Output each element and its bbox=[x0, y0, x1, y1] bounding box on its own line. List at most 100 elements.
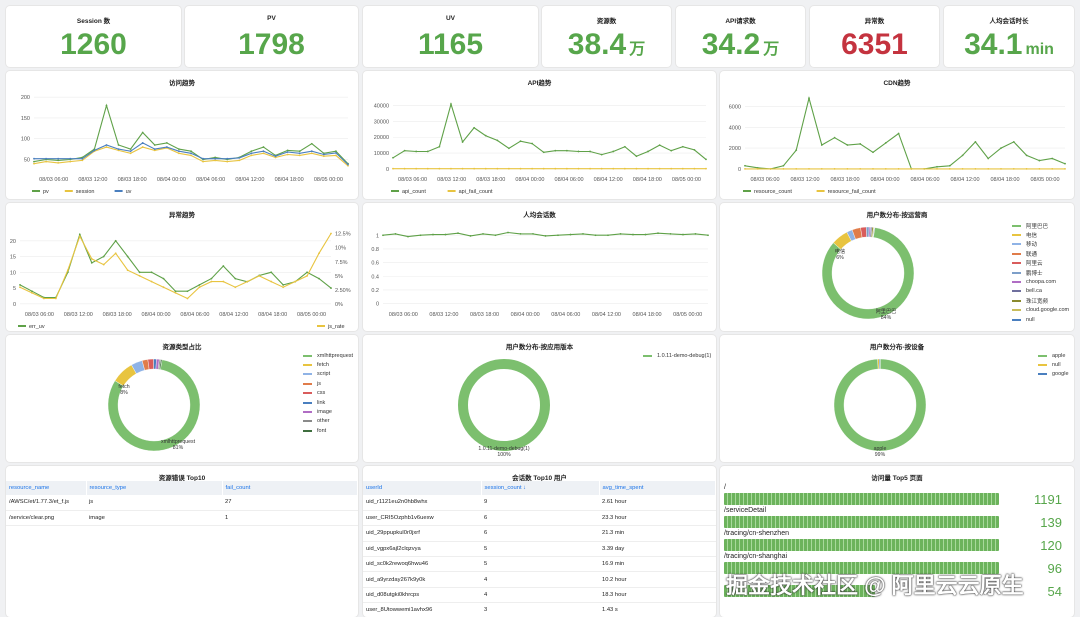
data-point bbox=[1012, 140, 1015, 143]
x-tick-label: 08/05 00:00 bbox=[1030, 177, 1059, 183]
legend-item[interactable]: 联通 bbox=[1012, 249, 1069, 258]
data-point bbox=[657, 232, 659, 235]
legend-item[interactable]: 移动 bbox=[1012, 240, 1069, 249]
data-point bbox=[150, 271, 153, 274]
table-row[interactable]: /service/clear.png image 1 bbox=[6, 510, 358, 527]
legend-label: resource_fail_count bbox=[828, 189, 876, 195]
y-tick-label: 0.2 bbox=[371, 288, 379, 294]
legend-item[interactable]: 阿里云 bbox=[1012, 259, 1069, 268]
data-point bbox=[282, 284, 285, 286]
legend-swatch bbox=[1012, 234, 1021, 237]
x-tick-label: 08/04 06:00 bbox=[910, 177, 939, 183]
stat-value: 1798 bbox=[238, 28, 305, 61]
x-tick-label: 08/04 18:00 bbox=[258, 312, 287, 318]
data-point bbox=[670, 167, 673, 170]
data-point bbox=[461, 141, 464, 143]
column-header[interactable]: session_count ↓ bbox=[481, 481, 600, 495]
data-point bbox=[473, 167, 476, 170]
legend-item[interactable]: fetch bbox=[303, 360, 353, 369]
stat-value: 34.1 min bbox=[964, 28, 1054, 61]
legend-item[interactable]: js bbox=[303, 379, 353, 388]
data-point bbox=[298, 154, 301, 157]
data-point bbox=[141, 141, 144, 144]
legend-label: bell.ca bbox=[1026, 288, 1042, 295]
legend-label: null bbox=[1052, 362, 1061, 369]
legend-label: cloud.google.com bbox=[1026, 307, 1070, 314]
top-page-item[interactable]: /serviceDetail 139 bbox=[724, 506, 1072, 530]
y2-tick-label: 7.5% bbox=[335, 260, 348, 266]
legend-item[interactable]: 鹏博士 bbox=[1012, 268, 1069, 277]
legend-item[interactable]: link bbox=[303, 398, 353, 407]
table-row[interactable]: uid_r1121eu2n0hb8whx 9 2.61 hour bbox=[363, 495, 716, 511]
top-page-item[interactable]: /tracing/cn-shanghai 96 bbox=[724, 552, 1072, 576]
legend-item[interactable]: image bbox=[303, 407, 353, 416]
legend-swatch bbox=[1012, 299, 1021, 302]
top-page-item[interactable]: / 1191 bbox=[724, 483, 1072, 507]
table-cell: 2.61 hour bbox=[599, 495, 716, 511]
legend-item[interactable]: google bbox=[1038, 370, 1069, 379]
table-row[interactable]: user_CRI5Ozphb1v6uexw 6 23.3 hour bbox=[363, 510, 716, 527]
pie-slice bbox=[458, 359, 550, 451]
data-point bbox=[286, 153, 289, 156]
legend-item[interactable]: xmlhttprequest bbox=[303, 351, 353, 360]
legend-item[interactable]: 阿里巴巴 bbox=[1012, 221, 1069, 230]
y-tick-label: 0.8 bbox=[371, 247, 379, 253]
legend-item[interactable]: cloud.google.com bbox=[1012, 306, 1069, 315]
data-point bbox=[507, 231, 509, 234]
column-header[interactable]: avg_time_spent bbox=[599, 481, 716, 495]
legend-label: pv bbox=[43, 189, 49, 195]
top-page-value: 54 bbox=[1047, 584, 1062, 599]
data-point bbox=[1038, 167, 1041, 170]
legend-item[interactable]: other bbox=[303, 417, 353, 426]
legend-label: api_fail_count bbox=[459, 189, 493, 195]
legend-item[interactable]: font bbox=[303, 426, 353, 435]
visits-line-chart: 50 100 150 200 08/03 06:00 08/03 12:00 08/03 1… bbox=[21, 95, 349, 195]
data-point bbox=[782, 167, 785, 170]
legend-label: apple bbox=[1052, 352, 1066, 359]
legend-label: xmlhttprequest bbox=[317, 352, 354, 359]
column-header[interactable]: userId bbox=[363, 481, 482, 495]
legend-item[interactable]: css bbox=[303, 389, 353, 398]
legend-label: 电信 bbox=[1026, 233, 1038, 240]
legend-item[interactable]: apple bbox=[1038, 351, 1069, 360]
top-page-item[interactable]: 54 bbox=[724, 575, 1072, 599]
legend-item[interactable]: bell.ca bbox=[1012, 287, 1069, 296]
legend-item[interactable]: script bbox=[303, 370, 353, 379]
chart-title: 人均会话数 bbox=[523, 212, 556, 219]
data-point bbox=[226, 160, 229, 163]
pie-slice bbox=[833, 358, 927, 452]
table-row[interactable]: uid_vgpx6ajl2clqzvya 5 3.39 day bbox=[363, 541, 716, 558]
column-header[interactable]: resource_type bbox=[86, 481, 223, 495]
legend-item[interactable]: null bbox=[1012, 315, 1069, 324]
x-tick-label: 08/03 06:00 bbox=[750, 177, 779, 183]
stat-title: API请求数 bbox=[725, 18, 756, 25]
chart-isp: 用户数分布-按运营商 阿里巴巴 84% 电信 6% 阿里巴巴 电信 移动 联通 阿里云 鹏博士 c… bbox=[720, 203, 1074, 331]
data-point bbox=[450, 103, 452, 105]
data-point bbox=[872, 151, 874, 154]
legend-item[interactable]: 电信 bbox=[1012, 230, 1069, 239]
data-point bbox=[234, 286, 237, 289]
legend-item[interactable]: null bbox=[1038, 360, 1069, 369]
top-page-bar bbox=[724, 516, 999, 528]
data-point bbox=[150, 280, 153, 283]
y-tick-label: 20000 bbox=[374, 135, 389, 141]
table-row[interactable]: uid_d08utgki0khrcps 4 18.3 hour bbox=[363, 587, 716, 604]
table-row[interactable]: /AWSC/et/1.77.3/et_f.js js 27 bbox=[6, 495, 358, 511]
column-header[interactable]: resource_name bbox=[6, 481, 87, 495]
legend-item[interactable]: 1.0.11-demo-debug(1) bbox=[643, 351, 711, 360]
data-point bbox=[190, 152, 192, 155]
stat-value: 1260 bbox=[60, 28, 127, 61]
table-row[interactable]: uid_29ppupkul0r0jxrf 6 21.3 min bbox=[363, 525, 716, 542]
table-cell: uid_r1121eu2n0hb8whx bbox=[363, 495, 481, 511]
data-point bbox=[1064, 162, 1066, 165]
legend-item[interactable]: 珠江宽频 bbox=[1012, 296, 1069, 305]
legend-item[interactable]: choopa.com bbox=[1012, 277, 1069, 286]
top-page-item[interactable]: /tracing/cn-shenzhen 120 bbox=[724, 529, 1072, 553]
data-point bbox=[214, 156, 217, 159]
table-row[interactable]: uid_a9yrzday267k9y0k 4 10.2 hour bbox=[363, 571, 716, 588]
slice-label: 阿里巴巴 bbox=[876, 307, 897, 315]
column-header[interactable]: fail_count bbox=[222, 481, 358, 495]
table-row[interactable]: user_8Utowwemi1avhx96 3 1.43 s bbox=[363, 602, 716, 617]
table-row[interactable]: uid_sc0k2rewoq6hwu46 5 16.9 min bbox=[363, 556, 716, 573]
